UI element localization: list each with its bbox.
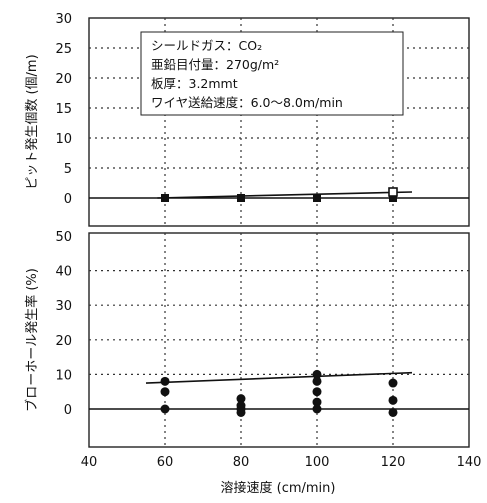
filled-circle-point xyxy=(312,376,322,386)
filled-circle-point xyxy=(236,407,246,417)
bottom-y-tick-label: 50 xyxy=(55,230,72,245)
filled-square-point xyxy=(237,194,245,202)
x-tick-label: 140 xyxy=(457,455,482,470)
x-tick-label: 80 xyxy=(233,455,250,470)
x-tick-label: 120 xyxy=(381,455,406,470)
top-y-tick-label: 0 xyxy=(64,192,72,207)
filled-circle-point xyxy=(236,394,246,404)
filled-circle-point xyxy=(388,407,398,417)
legend-box xyxy=(140,31,404,116)
top-y-tick-label: 10 xyxy=(55,132,72,147)
legend-line-2: 亜鉛目付量：270g/m² xyxy=(151,57,279,72)
open-square-point xyxy=(388,187,398,197)
filled-circle-point xyxy=(160,387,170,397)
x-tick-labels: 40 60 80 100 120 140 xyxy=(81,455,482,470)
bottom-y-tick-label: 20 xyxy=(55,334,72,349)
top-data-marks xyxy=(157,187,413,202)
bottom-grid xyxy=(89,233,469,447)
x-axis-label: 溶接速度 (cm/min) xyxy=(221,480,336,496)
filled-circle-point xyxy=(312,387,322,397)
bottom-y-tick-label: 10 xyxy=(55,368,72,383)
filled-circle-point xyxy=(312,397,322,407)
top-y-axis-label: ピット発生個数 (個/m) xyxy=(25,54,40,189)
top-trend-line xyxy=(157,191,413,199)
filled-square-point xyxy=(161,194,169,202)
filled-circle-point xyxy=(388,395,398,405)
top-y-tick-label: 5 xyxy=(64,162,72,177)
legend-line-3: 板厚：3.2mmt xyxy=(151,76,238,91)
top-y-tick-label: 15 xyxy=(55,102,72,117)
top-y-tick-label: 30 xyxy=(55,12,72,27)
filled-circle-point xyxy=(160,376,170,386)
legend-line-4: ワイヤ送給速度：6.0〜8.0m/min xyxy=(151,95,343,110)
bottom-y-tick-label: 0 xyxy=(64,403,72,418)
filled-square-point xyxy=(389,194,397,202)
filled-square-point xyxy=(313,194,321,202)
legend-line-1: シールドガス：CO₂ xyxy=(151,38,262,53)
bottom-y-tick-label: 40 xyxy=(55,265,72,280)
bottom-plot-frame xyxy=(88,232,470,448)
top-y-tick-label: 25 xyxy=(55,42,72,57)
bottom-y-tick-label: 30 xyxy=(55,299,72,314)
top-plot-frame xyxy=(88,17,470,227)
x-tick-label: 100 xyxy=(305,455,330,470)
bottom-y-axis-label: ブローホール発生率 (%) xyxy=(24,268,40,412)
top-grid xyxy=(89,18,469,226)
bottom-data-marks xyxy=(145,369,413,417)
top-y-tick-labels: 0 5 10 15 20 25 30 xyxy=(55,12,72,207)
x-tick-label: 60 xyxy=(157,455,174,470)
filled-circle-point xyxy=(160,404,170,414)
filled-circle-point xyxy=(312,404,322,414)
x-tick-label: 40 xyxy=(81,455,98,470)
filled-circle-point xyxy=(388,378,398,388)
top-y-tick-label: 20 xyxy=(55,72,72,87)
bottom-trend-line xyxy=(145,371,413,384)
filled-circle-point xyxy=(312,369,322,379)
bottom-y-tick-labels: 0 10 20 30 40 50 xyxy=(55,230,72,418)
